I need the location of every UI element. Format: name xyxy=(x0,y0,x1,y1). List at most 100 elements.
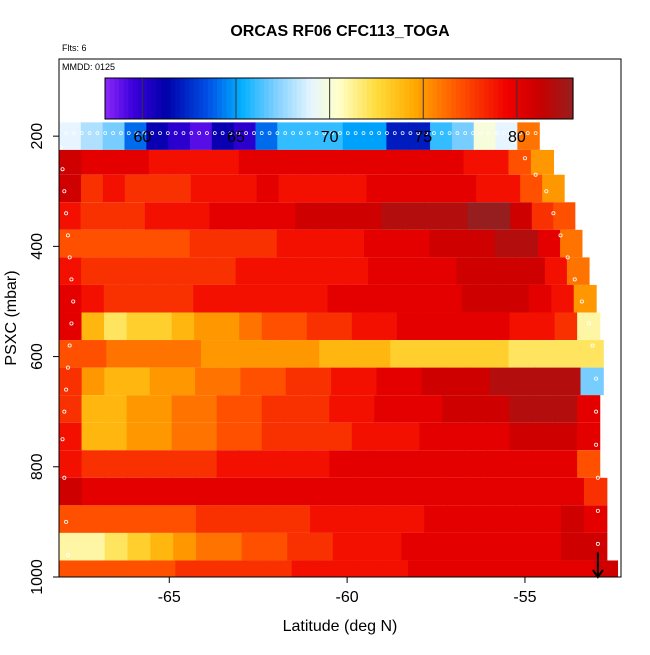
colorbar-segment xyxy=(432,78,438,119)
heat-cell-3-21 xyxy=(510,202,533,230)
heat-cell-6-1 xyxy=(81,284,105,313)
heat-cell-7-19 xyxy=(487,312,511,341)
colorbar-segment xyxy=(184,78,190,119)
heat-cell-2-3 xyxy=(124,174,148,203)
heat-cell-13-4 xyxy=(150,477,174,506)
heat-cell-0-12 xyxy=(320,122,344,150)
heat-cell-4-19 xyxy=(472,229,496,258)
heat-cell-13-3 xyxy=(127,477,151,506)
colorbar-segment xyxy=(339,78,345,119)
heat-cell-11-1 xyxy=(81,422,105,451)
heat-cell-13-1 xyxy=(81,477,106,506)
heat-cell-1-10 xyxy=(283,149,307,175)
track-point xyxy=(594,409,599,414)
heat-cell-14-20 xyxy=(515,505,539,533)
heat-cell-2-21 xyxy=(520,174,543,203)
heat-cell-0-8 xyxy=(233,122,257,150)
track-point xyxy=(150,131,155,135)
heat-cell-10-0 xyxy=(59,395,83,423)
y-tick-label: 600 xyxy=(29,343,46,370)
heat-cell-0-9 xyxy=(255,122,278,150)
track-point xyxy=(189,131,194,135)
colorbar-segment xyxy=(273,78,279,119)
track-point xyxy=(62,189,67,194)
colorbar-segment xyxy=(544,78,551,119)
mmdd-annotation: MMDD: 0125 xyxy=(62,62,115,72)
heat-cell-7-3 xyxy=(126,312,150,341)
colorbar-segment xyxy=(315,78,321,119)
colorbar-segment xyxy=(329,78,335,119)
heat-cell-5-12 xyxy=(323,257,347,285)
heat-cell-15-17 xyxy=(447,532,471,561)
heat-cell-2-15 xyxy=(388,174,411,203)
heat-cell-13-18 xyxy=(469,477,494,506)
track-point xyxy=(594,376,599,381)
y-tick-label: 800 xyxy=(29,453,46,480)
heat-cell-13-9 xyxy=(264,477,288,506)
colorbar-segment xyxy=(250,78,256,119)
heat-cell-14-2 xyxy=(104,505,129,533)
heat-cell-3-22 xyxy=(531,202,554,230)
flight-track-layer xyxy=(58,131,604,579)
heat-cell-1-7 xyxy=(216,149,240,175)
colorbar-segment xyxy=(207,78,214,119)
colorbar-segment xyxy=(278,78,284,119)
heat-cell-7-8 xyxy=(239,312,263,341)
track-point xyxy=(165,131,170,135)
heat-cell-5-11 xyxy=(301,257,325,285)
heat-cell-4-14 xyxy=(364,229,387,258)
heat-cell-8-6 xyxy=(200,340,226,368)
heat-cell-11-5 xyxy=(171,422,195,451)
heat-cell-3-2 xyxy=(101,202,125,230)
colorbar-segment xyxy=(395,78,401,119)
track-point xyxy=(158,131,162,135)
heat-cell-7-11 xyxy=(306,312,330,341)
heat-cell-9-20 xyxy=(512,367,536,396)
heat-cell-12-21 xyxy=(532,450,556,478)
heat-cell-2-22 xyxy=(542,174,565,203)
heat-cell-11-0 xyxy=(59,422,83,451)
track-point xyxy=(173,131,178,135)
heat-cell-16-0 xyxy=(59,560,83,577)
heat-cell-3-10 xyxy=(273,202,296,230)
heat-cell-8-4 xyxy=(153,340,178,368)
heat-cell-4-22 xyxy=(538,229,561,258)
colorbar-segment xyxy=(212,78,218,119)
heat-cell-2-18 xyxy=(454,174,477,203)
heat-cell-6-15 xyxy=(394,284,418,313)
heat-cell-0-4 xyxy=(146,122,169,150)
heat-cell-11-15 xyxy=(396,422,421,451)
heat-cell-15-3 xyxy=(127,532,151,561)
heat-cell-14-17 xyxy=(447,505,471,533)
heat-cell-10-14 xyxy=(374,395,398,423)
heat-cell-5-0 xyxy=(59,257,82,285)
heat-cell-7-6 xyxy=(194,312,218,341)
heat-cell-11-20 xyxy=(509,422,533,451)
heat-cell-13-21 xyxy=(538,477,562,506)
heat-cell-12-10 xyxy=(284,450,308,478)
track-point xyxy=(502,131,507,135)
heat-cell-4-6 xyxy=(189,229,213,258)
colorbar-segment xyxy=(521,78,527,119)
heat-cell-2-0 xyxy=(59,174,82,203)
colorbar-segment xyxy=(409,78,415,119)
heat-cell-15-14 xyxy=(378,532,402,561)
heat-cell-3-14 xyxy=(359,202,382,230)
heat-cell-8-9 xyxy=(271,340,297,368)
track-point xyxy=(72,131,76,135)
heat-cell-1-5 xyxy=(171,149,195,175)
colorbar-segment xyxy=(376,78,382,119)
heat-cell-2-20 xyxy=(498,174,521,203)
heat-cell-7-1 xyxy=(81,312,105,341)
colorbar-segment xyxy=(268,78,275,119)
heat-cell-7-7 xyxy=(216,312,240,341)
heat-cell-9-6 xyxy=(195,367,219,396)
colorbar-segment xyxy=(245,78,251,119)
heat-cell-12-16 xyxy=(419,450,443,478)
track-point xyxy=(512,139,517,144)
colorbar-segment xyxy=(217,78,223,119)
heat-cell-3-18 xyxy=(445,202,468,230)
heat-cell-3-6 xyxy=(187,202,211,230)
heat-cell-14-18 xyxy=(469,505,494,533)
